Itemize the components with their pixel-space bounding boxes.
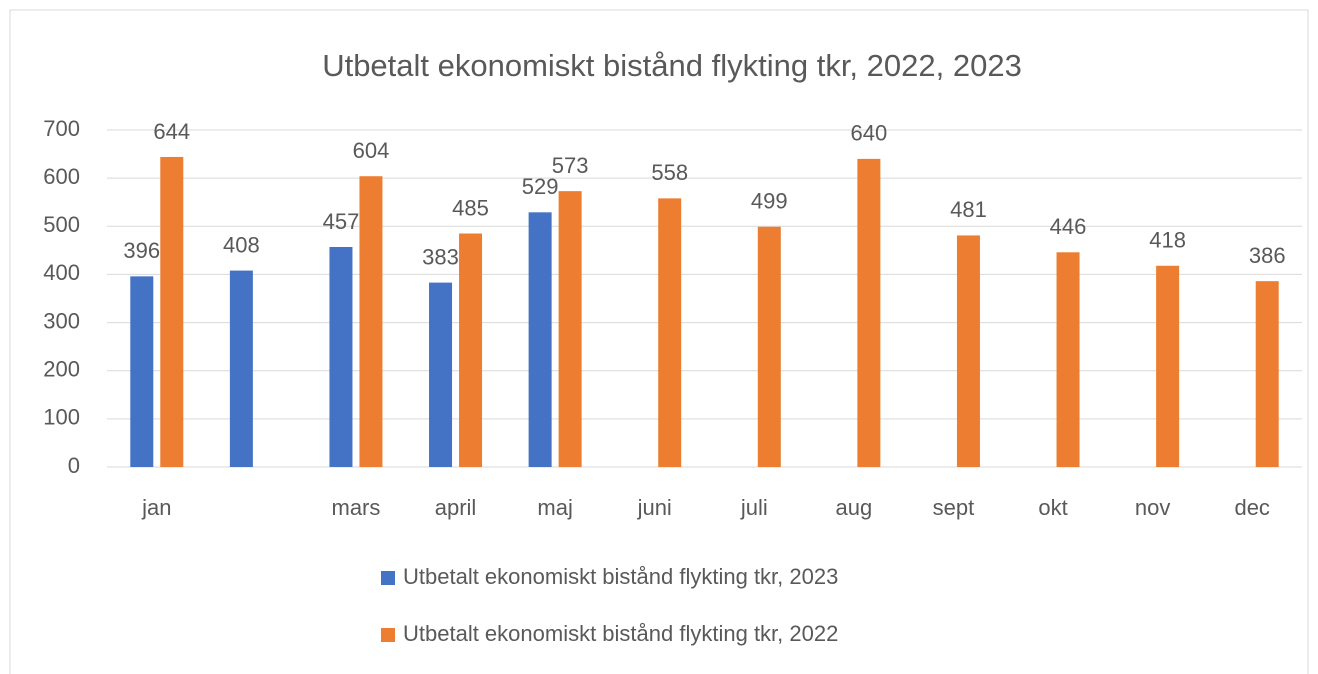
x-tick-label: maj xyxy=(537,495,572,520)
data-label: 457 xyxy=(323,209,360,234)
x-tick-label: april xyxy=(435,495,477,520)
y-tick-label: 200 xyxy=(43,357,80,382)
x-tick-label: dec xyxy=(1234,495,1269,520)
data-label: 640 xyxy=(851,121,888,146)
legend-swatch xyxy=(381,571,395,585)
bar xyxy=(956,235,980,467)
bar xyxy=(160,156,184,467)
x-tick-label: okt xyxy=(1038,495,1067,520)
bar xyxy=(130,276,154,467)
x-tick-label: nov xyxy=(1135,495,1170,520)
data-label: 604 xyxy=(353,138,390,163)
y-tick-label: 400 xyxy=(43,260,80,285)
bar xyxy=(229,270,253,467)
x-tick-label: sept xyxy=(933,495,975,520)
data-label: 418 xyxy=(1149,228,1186,253)
data-label: 383 xyxy=(422,244,459,269)
bar xyxy=(1056,252,1080,467)
data-label: 644 xyxy=(153,119,190,144)
y-tick-label: 0 xyxy=(68,453,80,478)
legend-label: Utbetalt ekonomiskt bistånd flykting tkr… xyxy=(403,564,838,589)
data-label: 529 xyxy=(522,174,559,199)
y-tick-label: 100 xyxy=(43,405,80,430)
bar xyxy=(329,246,353,467)
y-tick-label: 300 xyxy=(43,308,80,333)
data-label: 573 xyxy=(552,153,589,178)
data-label: 485 xyxy=(452,195,489,220)
chart-title: Utbetalt ekonomiskt bistånd flykting tkr… xyxy=(322,48,1022,83)
bar xyxy=(658,198,682,467)
bar xyxy=(429,282,453,467)
y-tick-label: 700 xyxy=(43,116,80,141)
data-label: 558 xyxy=(651,160,688,185)
bar xyxy=(558,191,582,468)
x-tick-label: mars xyxy=(332,495,381,520)
x-tick-label: juni xyxy=(637,495,672,520)
x-tick-label: aug xyxy=(836,495,873,520)
data-label: 396 xyxy=(123,238,160,263)
data-label: 499 xyxy=(751,189,788,214)
y-tick-label: 600 xyxy=(43,164,80,189)
bar xyxy=(857,158,881,467)
legend-label: Utbetalt ekonomiskt bistånd flykting tkr… xyxy=(403,621,838,646)
bar xyxy=(459,233,483,467)
x-tick-label: juli xyxy=(740,495,768,520)
bar xyxy=(528,212,552,467)
bar xyxy=(1255,281,1279,467)
legend-swatch xyxy=(381,628,395,642)
data-label: 386 xyxy=(1249,243,1286,268)
bar xyxy=(1156,265,1180,467)
data-label: 408 xyxy=(223,232,260,257)
x-tick-label: jan xyxy=(141,495,171,520)
bar xyxy=(757,226,781,467)
data-label: 446 xyxy=(1050,214,1087,239)
bar xyxy=(359,176,383,467)
data-label: 481 xyxy=(950,197,987,222)
y-tick-label: 500 xyxy=(43,212,80,237)
